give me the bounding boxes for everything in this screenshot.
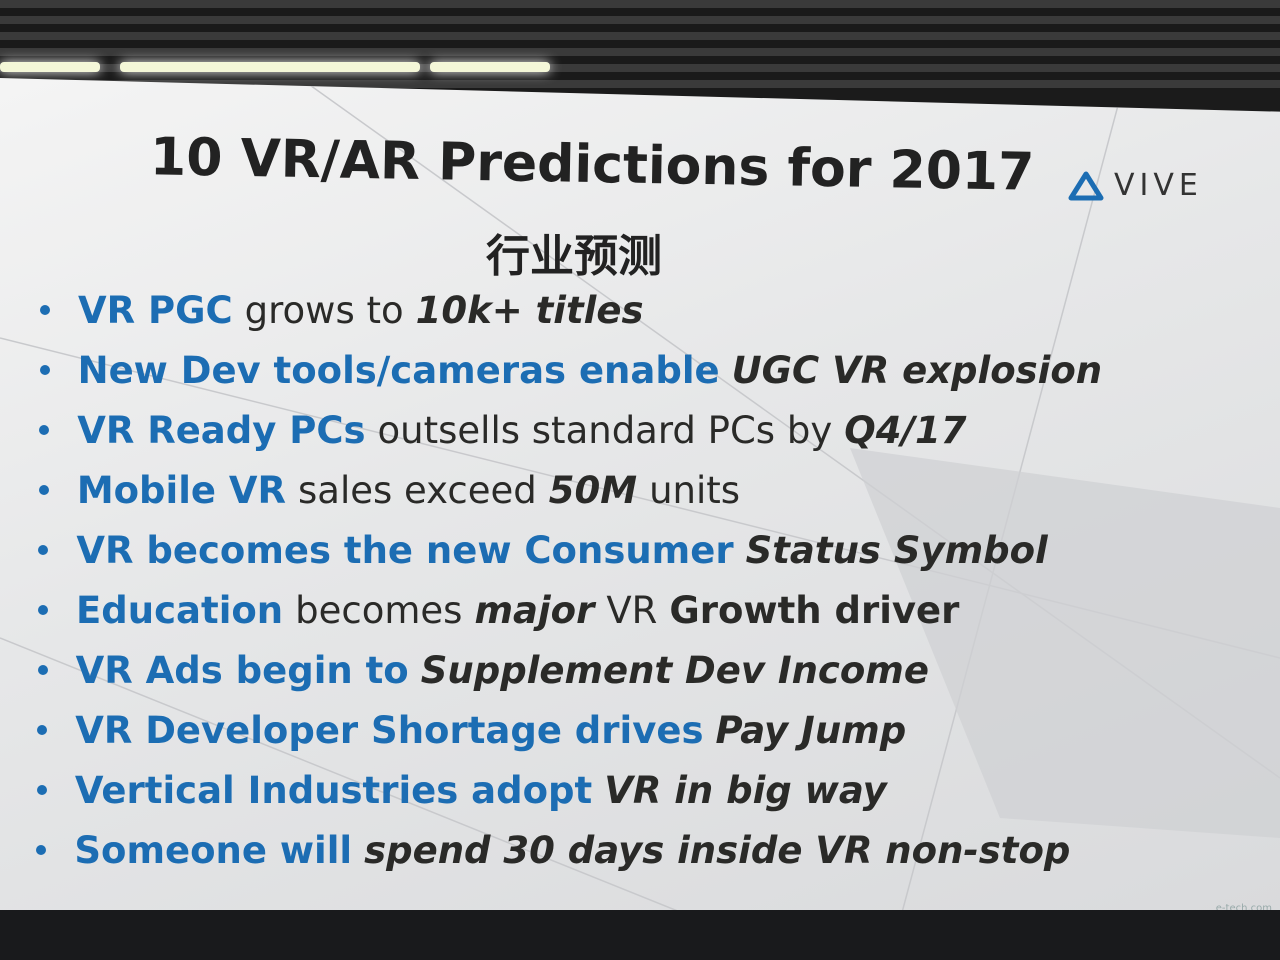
bullet-text: Education [76,588,284,632]
bullet-item: Someone will spend 30 days inside VR non-… [36,820,1114,880]
logo: VIVE [1068,168,1203,203]
bullet-text: sales exceed [298,468,537,512]
bullet-text: Mobile VR [76,468,287,512]
slide-subtitle: 行业预测 [486,231,662,282]
bullet-dot [36,785,47,795]
bullet-item: New Dev tools/cameras enable UGC VR explo… [39,340,1115,400]
bullet-dot [36,845,47,855]
bullet-text: VR Developer Shortage drives [75,708,704,752]
bullet-dot [38,605,48,615]
bullet-text: units [649,468,741,512]
bullet-item: VR becomes the new Consumer Status Symbol [38,520,1114,580]
bullet-list: VR PGC grows to 10k+ titles New Dev tools/c… [36,280,1115,880]
lamp [120,62,420,72]
slide-decoration [0,78,1280,920]
bullet-text: grows to [244,288,404,332]
bullet-text: VR becomes the new Consumer [76,528,734,572]
bullet-text: becomes [295,588,463,632]
bullet-text: VR in big way [604,768,887,812]
bullet-item: VR Developer Shortage drives Pay Jump [37,700,1114,760]
bullet-text: VR Ads begin to [75,648,409,692]
bullet-dot [37,665,48,675]
bullet-text: 10k+ titles [415,288,644,332]
projection-screen: e-tech.com [0,78,1280,920]
bullet-dot [38,545,49,555]
bullet-text: UGC VR explosion [731,348,1103,392]
audience-area [0,910,1280,960]
lamp [0,62,100,72]
watermark: e-tech.com [1215,903,1272,914]
bullet-text: VR PGC [78,288,233,332]
bullet-dot [39,425,50,435]
bullet-dot [39,365,50,375]
bullet-item: Education becomes major VR Growth driver [38,580,1114,640]
bullet-text: VR Ready PCs [77,408,366,452]
bullet-dot [38,485,49,495]
bullet-text: Q4/17 [844,408,967,452]
bullet-item: VR Ads begin to Supplement Dev Income [37,640,1115,700]
bullet-dot [40,305,50,315]
bullet-text: spend 30 days inside VR non-stop [364,828,1071,872]
ceiling [0,0,1280,90]
logo-mark [1068,171,1104,200]
bullet-text: New Dev tools/cameras enable [77,348,720,392]
bullet-item: Vertical Industries adopt VR in big way [36,760,1114,820]
bullet-text: outsells standard PCs by [377,408,833,452]
bullet-text: VR [606,588,658,632]
lamp [430,62,550,72]
bullet-text: Someone will [74,828,353,872]
bullet-text: Vertical Industries adopt [74,768,593,812]
bullet-item: VR PGC grows to 10k+ titles [40,280,1114,340]
bullet-text: major [474,588,595,632]
bullet-text: Supplement Dev Income [420,648,929,692]
bullet-text: Pay Jump [715,708,907,752]
bullet-dot [37,725,48,735]
logo-text: VIVE [1114,168,1203,203]
bullet-text: Growth driver [669,588,960,632]
bullet-text: Status Symbol [745,528,1048,572]
bullet-item: Mobile VR sales exceed 50M units [38,460,1114,520]
bullet-text: 50M [548,468,638,512]
bullet-item: VR Ready PCs outsells standard PCs by Q4/1… [39,400,1114,460]
